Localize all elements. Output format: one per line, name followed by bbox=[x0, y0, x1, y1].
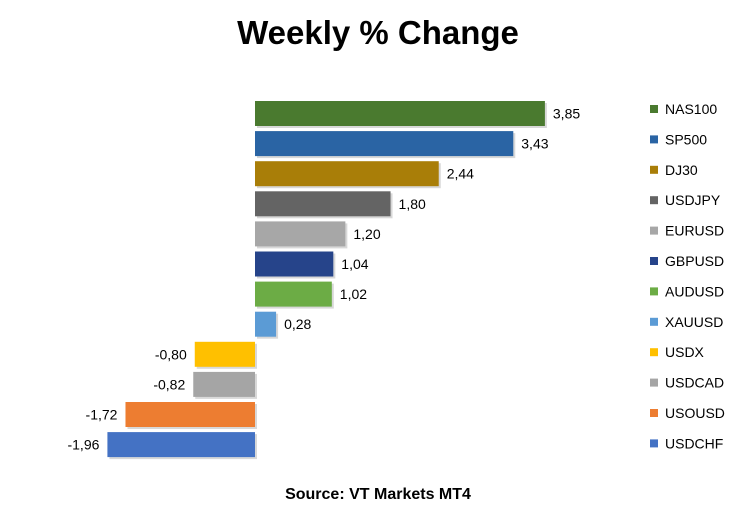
legend-label-nas100: NAS100 bbox=[665, 101, 717, 117]
legend-swatch-usdcad bbox=[650, 378, 658, 387]
bar-usousd bbox=[125, 402, 255, 427]
chart-title: Weekly % Change bbox=[237, 14, 519, 51]
legend-label-dj30: DJ30 bbox=[665, 162, 698, 178]
chart-source: Source: VT Markets MT4 bbox=[285, 486, 471, 503]
value-label-nas100: 3,85 bbox=[553, 106, 580, 122]
legend-label-eurusd: EURUSD bbox=[665, 223, 724, 239]
legend-swatch-sp500 bbox=[650, 135, 658, 144]
value-label-sp500: 3,43 bbox=[521, 136, 548, 152]
value-label-usdcad: -0,82 bbox=[153, 376, 185, 392]
bar-xauusd bbox=[255, 311, 277, 337]
legend-label-usousd: USOUSD bbox=[665, 405, 725, 421]
legend-label-usdcad: USDCAD bbox=[665, 375, 724, 391]
bar-usdcad bbox=[193, 371, 255, 397]
value-label-eurusd: 1,20 bbox=[353, 226, 380, 242]
value-label-usdchf: -1,96 bbox=[67, 437, 99, 453]
legend-label-sp500: SP500 bbox=[665, 131, 707, 147]
bar-audusd bbox=[255, 281, 332, 307]
value-label-usdjpy: 1,80 bbox=[399, 196, 426, 212]
legend-swatch-audusd bbox=[650, 287, 658, 296]
legend-label-usdx: USDX bbox=[665, 344, 705, 360]
value-label-usdx: -0,80 bbox=[155, 346, 187, 362]
legend-swatch-gbpusd bbox=[650, 257, 658, 265]
bar-dj30 bbox=[255, 161, 439, 187]
value-label-dj30: 2,44 bbox=[447, 166, 474, 182]
bar-usdjpy bbox=[255, 191, 391, 217]
legend-label-audusd: AUDUSD bbox=[665, 283, 724, 299]
legend-swatch-nas100 bbox=[650, 105, 658, 113]
legend-swatch-usousd bbox=[650, 409, 658, 417]
bar-gbpusd bbox=[255, 251, 334, 277]
bar-sp500 bbox=[255, 131, 514, 157]
bar-usdchf bbox=[107, 432, 255, 458]
bar-usdx bbox=[194, 341, 255, 367]
legend-label-xauusd: XAUUSD bbox=[665, 314, 723, 330]
legend-swatch-usdx bbox=[650, 348, 658, 357]
legend-swatch-eurusd bbox=[650, 226, 658, 235]
legend-label-gbpusd: GBPUSD bbox=[665, 253, 724, 269]
bar-eurusd bbox=[255, 221, 346, 247]
value-label-gbpusd: 1,04 bbox=[341, 256, 368, 272]
legend-label-usdchf: USDCHF bbox=[665, 435, 723, 451]
legend-swatch-usdjpy bbox=[650, 196, 658, 205]
legend-label-usdjpy: USDJPY bbox=[665, 192, 721, 208]
legend-swatch-xauusd bbox=[650, 317, 658, 326]
legend-swatch-dj30 bbox=[650, 165, 658, 174]
value-label-audusd: 1,02 bbox=[340, 286, 367, 302]
legend-swatch-usdchf bbox=[650, 439, 658, 448]
bar-nas100 bbox=[255, 101, 545, 126]
value-label-usousd: -1,72 bbox=[86, 407, 118, 423]
value-label-xauusd: 0,28 bbox=[284, 316, 311, 332]
